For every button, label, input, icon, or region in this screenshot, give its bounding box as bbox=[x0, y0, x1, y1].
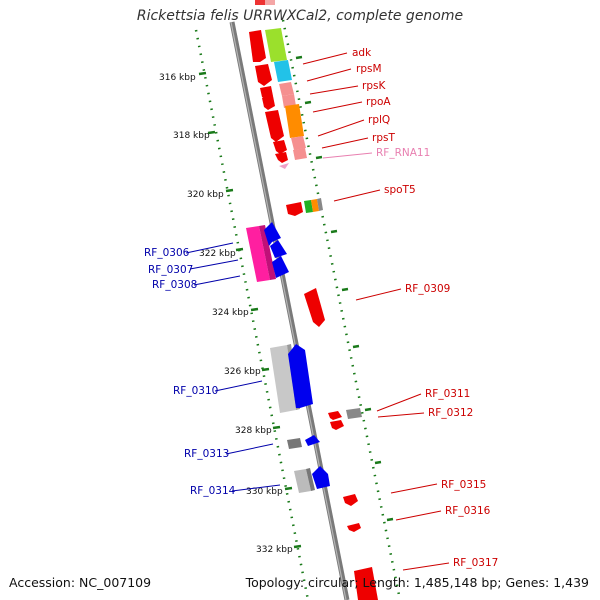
kbp-ticks bbox=[198, 71, 302, 549]
topology-label: Topology: bbox=[245, 575, 305, 590]
length-label: Length: bbox=[362, 575, 410, 590]
right-callout-lines bbox=[302, 52, 450, 571]
kbp-label-318: 318 kbp bbox=[173, 131, 210, 141]
accession-value: NC_007109 bbox=[79, 575, 152, 590]
label-rplq: rplQ bbox=[368, 114, 390, 126]
label-rpsm: rpsM bbox=[356, 63, 382, 75]
label-rf0308: RF_0308 bbox=[152, 279, 197, 291]
gene-cluster-0313 bbox=[287, 435, 320, 449]
label-rf0315: RF_0315 bbox=[441, 479, 486, 491]
gene-cluster-0315 bbox=[343, 494, 361, 532]
kbp-label-320: 320 kbp bbox=[187, 190, 224, 200]
label-rpsk: rpsK bbox=[362, 80, 386, 92]
left-dotted-track bbox=[194, 29, 310, 600]
label-rf0316: RF_0316 bbox=[445, 505, 491, 517]
length-value: 1,485,148 bp; bbox=[413, 575, 502, 590]
gene-cluster-0311 bbox=[328, 408, 362, 430]
label-rf0317: RF_0317 bbox=[453, 557, 498, 569]
kbp-label-328: 328 kbp bbox=[235, 426, 272, 436]
label-rf0312: RF_0312 bbox=[428, 407, 473, 419]
label-rf-rna11: RF_RNA11 bbox=[376, 147, 430, 159]
genes-value: 1,439 bbox=[553, 575, 589, 590]
label-rf0307: RF_0307 bbox=[148, 264, 193, 276]
label-spot5: spoT5 bbox=[384, 184, 416, 196]
label-rf0311: RF_0311 bbox=[425, 388, 470, 400]
kbp-label-330: 330 kbp bbox=[246, 487, 283, 497]
kbp-label-332: 332 kbp bbox=[256, 545, 293, 555]
gene-cluster-0314 bbox=[294, 466, 330, 493]
genome-backbone-highlight bbox=[230, 21, 347, 600]
kbp-label-326: 326 kbp bbox=[224, 367, 261, 377]
left-callout-lines bbox=[185, 242, 281, 492]
kbp-label-316: 316 kbp bbox=[159, 73, 196, 83]
genome-stats: Topology: circular; Length: 1,485,148 bp… bbox=[246, 575, 589, 590]
genome-backbone bbox=[229, 21, 350, 600]
label-rf0309: RF_0309 bbox=[405, 283, 450, 295]
topology-value: circular; bbox=[308, 575, 359, 590]
label-rf0310: RF_0310 bbox=[173, 385, 218, 397]
gene-cluster-spot5 bbox=[286, 198, 323, 216]
genes-label: Genes: bbox=[505, 575, 550, 590]
kbp-label-322: 322 kbp bbox=[199, 249, 236, 259]
accession-label: Accession: bbox=[9, 575, 76, 590]
map-title: Rickettsia felis URRWXCal2, complete gen… bbox=[136, 8, 464, 24]
label-rf0314: RF_0314 bbox=[190, 485, 236, 497]
gene-cluster-0317 bbox=[354, 567, 378, 600]
gene-cluster-0310 bbox=[270, 344, 313, 413]
gene-rf0309 bbox=[304, 288, 325, 327]
label-rf0306: RF_0306 bbox=[144, 247, 190, 259]
label-rf0313: RF_0313 bbox=[184, 448, 229, 460]
right-track-ticks bbox=[295, 55, 394, 522]
label-rpst: rpsT bbox=[372, 132, 395, 144]
accession-info: Accession: NC_007109 bbox=[9, 575, 151, 590]
gene-cluster-top bbox=[249, 0, 307, 169]
label-rpoa: rpoA bbox=[366, 96, 391, 108]
gene-cluster-0306 bbox=[246, 222, 289, 282]
label-adk: adk bbox=[352, 47, 372, 59]
kbp-label-324: 324 kbp bbox=[212, 308, 249, 318]
